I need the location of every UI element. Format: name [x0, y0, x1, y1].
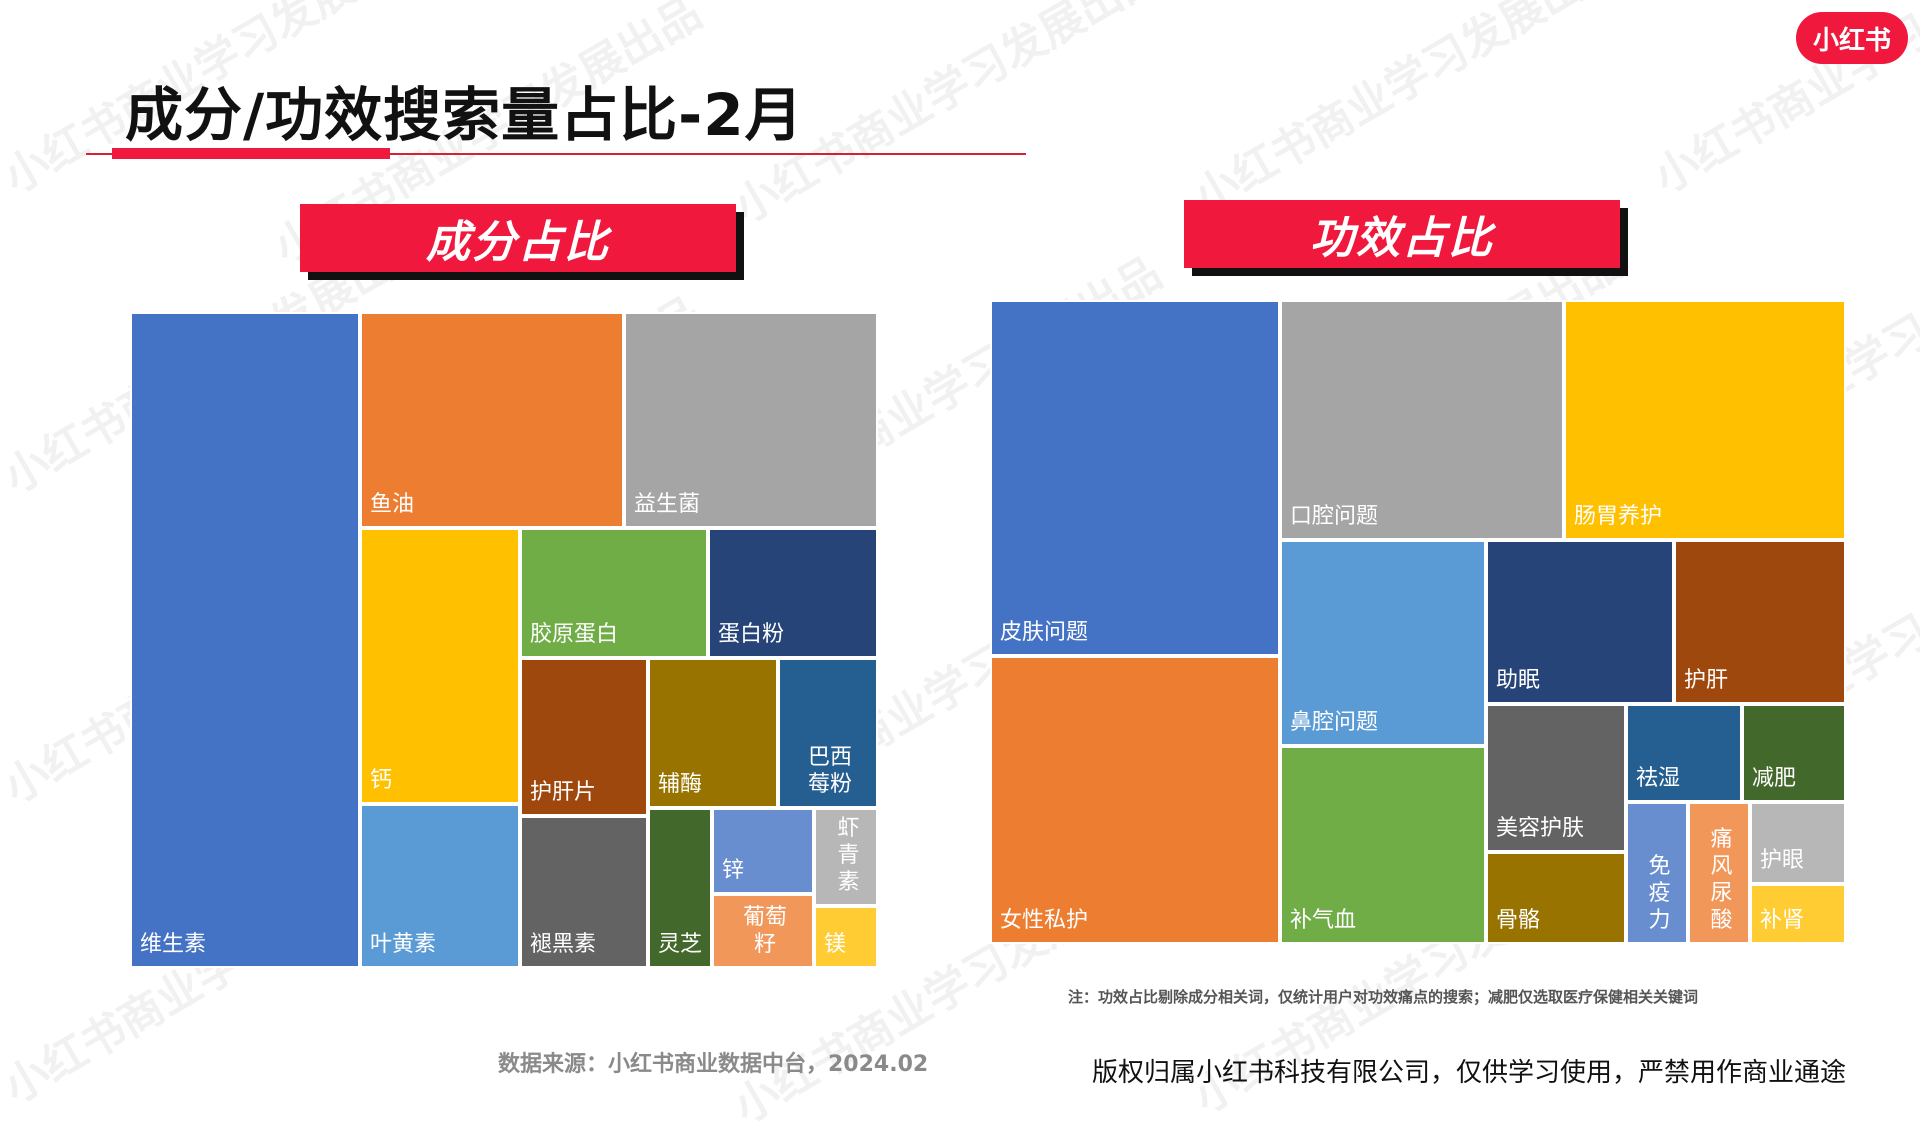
- efficacy-tile-immunity: 免疫力: [1626, 802, 1688, 944]
- efficacy-tile-oral-issues: 口腔问题: [1280, 300, 1564, 540]
- efficacy-chart-title: 功效占比: [1184, 200, 1620, 268]
- efficacy-tile-label: 免疫力: [1648, 854, 1671, 933]
- ingredient-tile-label: 锌: [722, 858, 745, 883]
- ingredient-tile-label: 虾青素: [837, 816, 860, 895]
- efficacy-tile-weight-loss: 减肥: [1742, 704, 1846, 802]
- efficacy-tile-qi-blood: 补气血: [1280, 746, 1486, 944]
- ingredient-tile-label: 鱼油: [370, 492, 415, 517]
- ingredient-tile-label: 胶原蛋白: [530, 622, 619, 647]
- ingredient-tile-fish-oil: 鱼油: [360, 312, 624, 528]
- page-title: 成分/功效搜索量占比-2月: [125, 81, 804, 149]
- efficacy-banner: 功效占比: [1184, 200, 1628, 276]
- ingredient-tile-lingzhi: 灵芝: [648, 808, 712, 968]
- ingredient-tile-label: 葡萄籽: [742, 905, 787, 957]
- efficacy-tile-label: 补气血: [1290, 908, 1357, 933]
- efficacy-tile-label: 鼻腔问题: [1290, 710, 1379, 735]
- efficacy-tile-gout-uric-acid: 痛风尿酸: [1688, 802, 1750, 944]
- ingredient-tile-coenzyme: 辅酶: [648, 658, 778, 808]
- ingredient-tile-lutein: 叶黄素: [360, 804, 520, 968]
- efficacy-tile-label: 女性私护: [1000, 908, 1089, 933]
- ingredient-tile-vitamin: 维生素: [130, 312, 360, 968]
- copyright-notice: 版权归属小红书科技有限公司，仅供学习使用，严禁用作商业通途: [1092, 1058, 1847, 1088]
- watermark-text: 小红书商业学习发展出品: [1185, 0, 1631, 224]
- ingredient-tile-label: 护肝片: [530, 780, 597, 805]
- ingredient-tile-label: 巴西莓粉: [807, 745, 852, 797]
- ingredient-tile-melatonin: 褪黑素: [520, 816, 648, 968]
- title-underline-accent: [112, 148, 390, 159]
- efficacy-tile-beauty-skincare: 美容护肤: [1486, 704, 1626, 852]
- efficacy-tile-skin-issues: 皮肤问题: [990, 300, 1280, 656]
- ingredient-tile-zinc: 锌: [712, 808, 814, 894]
- ingredient-tile-label: 维生素: [140, 932, 207, 957]
- efficacy-tile-label: 美容护肤: [1496, 816, 1585, 841]
- efficacy-tile-liver-care: 护肝: [1674, 540, 1846, 704]
- ingredient-tile-label: 蛋白粉: [718, 622, 785, 647]
- efficacy-tile-label: 骨骼: [1496, 908, 1541, 933]
- efficacy-tile-label: 护肝: [1684, 668, 1729, 693]
- efficacy-tile-gut-care: 肠胃养护: [1564, 300, 1846, 540]
- ingredient-tile-liver-pill: 护肝片: [520, 658, 648, 816]
- efficacy-tile-feminine-care: 女性私护: [990, 656, 1280, 944]
- efficacy-tile-nasal-issues: 鼻腔问题: [1280, 540, 1486, 746]
- ingredient-tile-protein-powder: 蛋白粉: [708, 528, 878, 658]
- ingredient-tile-magnesium: 镁: [814, 906, 878, 968]
- ingredient-chart-title: 成分占比: [300, 204, 736, 272]
- ingredient-tile-probiotic: 益生菌: [624, 312, 878, 528]
- efficacy-tile-label: 补肾: [1760, 908, 1805, 933]
- ingredient-banner: 成分占比: [300, 204, 744, 280]
- efficacy-tile-label: 减肥: [1752, 766, 1797, 791]
- data-source: 数据来源：小红书商业数据中台，2024.02: [498, 1052, 929, 1077]
- efficacy-tile-label: 肠胃养护: [1574, 504, 1663, 529]
- ingredient-tile-acai-powder: 巴西莓粉: [778, 658, 878, 808]
- ingredient-tile-label: 钙: [370, 768, 393, 793]
- ingredient-tile-label: 辅酶: [658, 772, 703, 797]
- efficacy-tile-bone: 骨骼: [1486, 852, 1626, 944]
- efficacy-tile-label: 痛风尿酸: [1710, 827, 1733, 933]
- efficacy-tile-eye-care: 护眼: [1750, 802, 1846, 884]
- efficacy-tile-label: 皮肤问题: [1000, 620, 1089, 645]
- efficacy-tile-dampness: 祛湿: [1626, 704, 1742, 802]
- ingredient-treemap: 维生素 鱼油 益生菌钙叶黄素 胶原蛋白 蛋白粉护肝片 辅酶 巴西莓粉褪黑素 灵芝 锌 虾青素葡萄籽…: [130, 312, 878, 968]
- efficacy-tile-label: 护眼: [1760, 848, 1805, 873]
- ingredient-tile-grapeseed: 葡萄籽: [712, 894, 814, 968]
- ingredient-tile-label: 叶黄素: [370, 932, 437, 957]
- ingredient-tile-astaxanthin: 虾青素: [814, 808, 878, 906]
- efficacy-tile-sleep-aid: 助眠: [1486, 540, 1674, 704]
- ingredient-tile-label: 镁: [824, 932, 847, 957]
- xiaohongshu-logo: 小红书: [1796, 12, 1908, 64]
- footnote: 注：功效占比剔除成分相关词，仅统计用户对功效痛点的搜索；减肥仅选取医疗保健相关关…: [1068, 988, 1699, 1006]
- ingredient-tile-label: 益生菌: [634, 492, 701, 517]
- efficacy-tile-label: 祛湿: [1636, 766, 1681, 791]
- ingredient-tile-calcium: 钙: [360, 528, 520, 804]
- title-underline: [86, 153, 1026, 155]
- ingredient-tile-collagen: 胶原蛋白: [520, 528, 708, 658]
- efficacy-tile-label: 口腔问题: [1290, 504, 1379, 529]
- ingredient-tile-label: 褪黑素: [530, 932, 597, 957]
- efficacy-tile-label: 助眠: [1496, 668, 1541, 693]
- ingredient-tile-label: 灵芝: [658, 932, 703, 957]
- efficacy-treemap: 皮肤问题女性私护 口腔问题 肠胃养护鼻腔问题补气血 助眠 护肝美容护肤骨骼 祛湿 减肥免疫力…: [990, 300, 1846, 944]
- efficacy-tile-kidney: 补肾: [1750, 884, 1846, 944]
